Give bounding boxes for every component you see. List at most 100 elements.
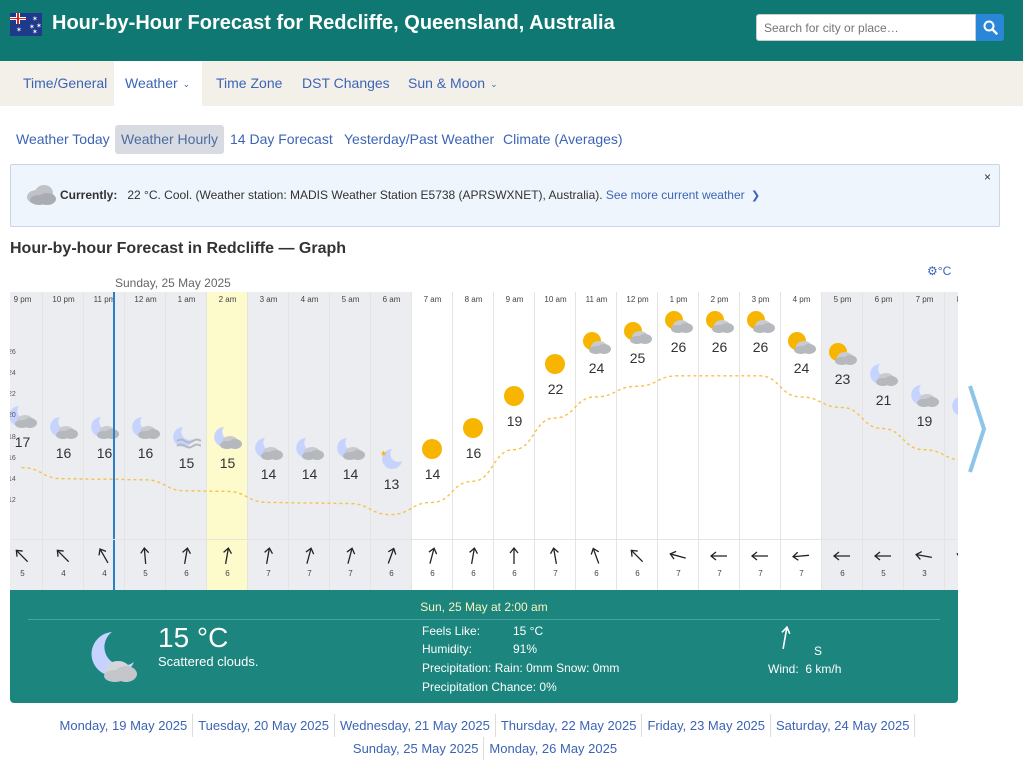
hour-column[interactable]: 7 am 14 6 xyxy=(411,292,452,590)
hour-label: 2 am xyxy=(218,295,237,304)
temperature-label: 24 xyxy=(588,360,605,377)
temperature-label: 16 xyxy=(55,444,72,461)
hour-column[interactable]: 2 pm 26 7 xyxy=(698,292,739,590)
hour-column[interactable]: 5 pm 23 6 xyxy=(821,292,862,590)
hour-column[interactable]: 7 pm 19 3 xyxy=(903,292,944,590)
hour-label: 4 am xyxy=(300,295,319,304)
wind-arrow-icon xyxy=(342,546,358,566)
precipitation-chance-label: Precipitation Chance: xyxy=(422,680,537,694)
tab-past-weather[interactable]: Yesterday/Past Weather xyxy=(344,131,495,147)
sun-icon xyxy=(417,436,447,467)
see-more-current-weather-link[interactable]: See more current weather xyxy=(605,188,745,202)
day-link[interactable]: Friday, 23 May 2025 xyxy=(642,714,772,737)
day-link[interactable]: Thursday, 22 May 2025 xyxy=(496,714,643,737)
temperature-label: 24 xyxy=(793,360,810,377)
sun-icon xyxy=(540,351,570,382)
wind-speed-label: 6 xyxy=(225,569,230,578)
main-nav: Time/General Weather ⌄ Time Zone DST Chan… xyxy=(0,61,1023,106)
hour-column[interactable]: 8 pm 18 3 xyxy=(944,292,958,590)
day-link[interactable]: Monday, 19 May 2025 xyxy=(55,714,194,737)
hour-column[interactable]: 10 pm 16 4 xyxy=(42,292,83,590)
wind-speed-label: 6 xyxy=(635,569,640,578)
sun-icon xyxy=(458,415,488,446)
hour-column[interactable]: 12 pm 25 6 xyxy=(616,292,657,590)
nav-weather[interactable]: Weather ⌄ xyxy=(114,61,202,106)
hour-column[interactable]: 10 am 22 7 xyxy=(534,292,575,590)
temperature-label: 14 xyxy=(424,465,441,482)
moon-cloud-icon xyxy=(335,436,365,467)
hour-column[interactable]: 6 am ★ 13 6 xyxy=(370,292,411,590)
tab-weather-today[interactable]: Weather Today xyxy=(16,131,110,147)
hour-column[interactable]: 9 pm 17 5 xyxy=(10,292,42,590)
y-axis-tick: 22 xyxy=(10,391,16,399)
hour-label: 7 am xyxy=(423,295,442,304)
tab-weather-hourly[interactable]: Weather Hourly xyxy=(115,125,225,154)
wind-arrow-icon xyxy=(178,546,194,566)
temperature-label: 14 xyxy=(301,465,318,482)
wind-arrow-icon xyxy=(547,546,563,566)
hour-column[interactable]: 4 am 14 7 xyxy=(288,292,329,590)
day-link[interactable]: Tuesday, 20 May 2025 xyxy=(193,714,335,737)
hour-column[interactable]: 6 pm 21 5 xyxy=(862,292,903,590)
day-link[interactable]: Saturday, 24 May 2025 xyxy=(771,714,916,737)
tab-climate[interactable]: Climate (Averages) xyxy=(503,131,623,147)
nav-dst-changes[interactable]: DST Changes xyxy=(291,61,401,106)
search-button[interactable] xyxy=(976,14,1004,41)
hourly-graph[interactable]: Sunday, 25 May 2025 ⚙°C 9 pm 17 5 10 pm 16 4 1… xyxy=(10,264,958,590)
wind-speed-label: 7 xyxy=(676,569,681,578)
nav-label: Sun & Moon xyxy=(408,75,486,91)
hour-label: 9 am xyxy=(505,295,524,304)
hour-column[interactable]: 8 am 16 6 xyxy=(452,292,493,590)
hour-column[interactable]: 9 am 19 6 xyxy=(493,292,534,590)
hour-column[interactable]: 12 am 16 5 xyxy=(124,292,165,590)
hour-label: 1 pm xyxy=(669,295,688,304)
cloud-icon xyxy=(27,185,56,205)
wind-arrow-icon xyxy=(709,546,727,566)
wind-arrow-icon xyxy=(915,546,932,566)
gear-icon: ⚙ xyxy=(927,264,938,278)
day-link[interactable]: Monday, 26 May 2025 xyxy=(489,741,618,756)
hour-column[interactable]: 1 pm 26 7 xyxy=(657,292,698,590)
wind-speed-label: 6 xyxy=(430,569,435,578)
humidity-row: Humidity: 91% xyxy=(422,642,537,656)
tab-14-day-forecast[interactable]: 14 Day Forecast xyxy=(230,131,333,147)
hour-column[interactable]: 3 am 14 7 xyxy=(247,292,288,590)
nav-time-zone[interactable]: Time Zone xyxy=(205,61,293,106)
wind-arrow-icon xyxy=(465,546,481,566)
hour-column[interactable]: 5 am 14 7 xyxy=(329,292,370,590)
search-icon xyxy=(983,20,998,35)
wind-speed-label: 7 xyxy=(799,569,804,578)
hour-column[interactable]: 3 pm 26 7 xyxy=(739,292,780,590)
wind-arrow-icon xyxy=(383,546,399,566)
hour-column[interactable]: 11 pm 16 4 xyxy=(83,292,124,590)
next-arrow-icon[interactable] xyxy=(966,384,988,474)
wind-value: 6 km/h xyxy=(805,662,842,676)
search-input[interactable] xyxy=(756,14,976,41)
day-link[interactable]: Wednesday, 21 May 2025 xyxy=(335,714,496,737)
hour-column[interactable]: 1 am 15 6 xyxy=(165,292,206,590)
temperature-label: 15 xyxy=(178,455,195,472)
wind-arrow-icon xyxy=(14,546,30,566)
units-toggle[interactable]: ⚙°C xyxy=(927,264,951,278)
current-weather-banner: Currently: 22 °C. Cool. (Weather station… xyxy=(10,164,1000,227)
wind-speed-label: 7 xyxy=(266,569,271,578)
hour-label: 11 am xyxy=(585,295,608,304)
hour-column[interactable]: 11 am 24 6 xyxy=(575,292,616,590)
hour-column[interactable]: 2 am 15 6 xyxy=(206,292,247,590)
detail-temperature: 15 °C xyxy=(158,622,229,653)
divider xyxy=(28,619,940,620)
moon-cloud-icon xyxy=(89,415,119,446)
sun-cloud-icon xyxy=(622,320,652,351)
wind-arrow-icon xyxy=(669,546,686,566)
hour-label: 7 pm xyxy=(915,295,934,304)
day-link[interactable]: Sunday, 25 May 2025 xyxy=(348,737,485,760)
hour-column[interactable]: 4 pm 24 7 xyxy=(780,292,821,590)
nav-sun-moon[interactable]: Sun & Moon ⌄ xyxy=(397,61,509,106)
hour-label: 10 am xyxy=(544,295,567,304)
nav-time-general[interactable]: Time/General xyxy=(12,61,118,106)
moon-icon: ★ xyxy=(376,446,406,477)
wind-arrow-icon xyxy=(873,546,891,566)
sun-cloud-icon xyxy=(786,330,816,361)
close-icon[interactable]: × xyxy=(983,170,991,184)
wind-row: Wind: 6 km/h xyxy=(768,662,841,676)
